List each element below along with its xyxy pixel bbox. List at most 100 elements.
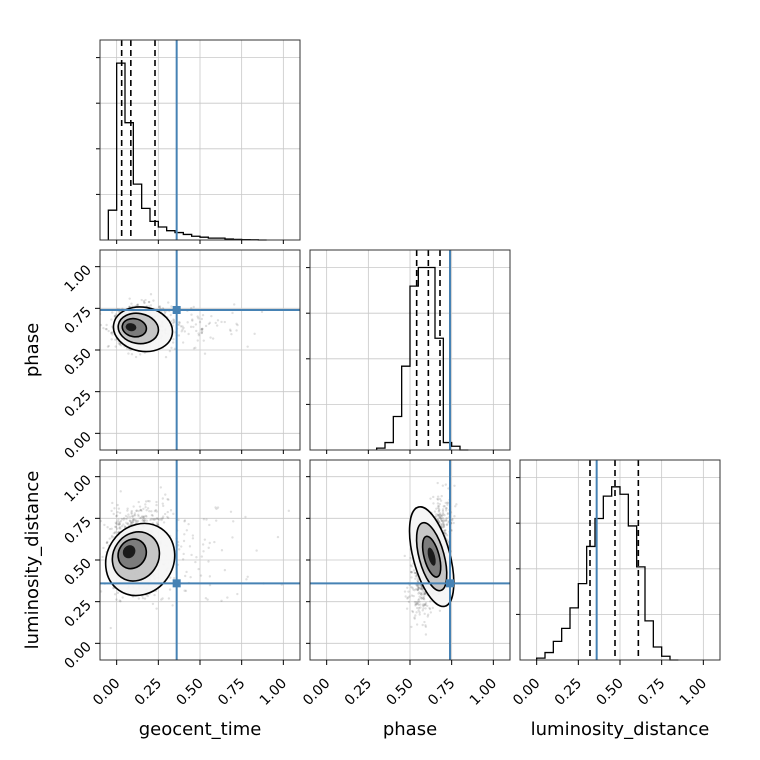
sample-point: [146, 594, 150, 598]
sample-point: [166, 510, 169, 514]
sample-point: [441, 484, 445, 487]
sample-point: [191, 318, 194, 321]
sample-point: [441, 521, 445, 525]
sample-point: [414, 602, 417, 606]
sample-point: [236, 323, 239, 327]
sample-point: [410, 565, 413, 568]
sample-point: [211, 337, 215, 340]
sample-point: [403, 590, 407, 593]
sample-point: [108, 537, 111, 540]
sample-point: [223, 568, 227, 572]
sample-point: [110, 509, 113, 513]
sample-point: [150, 517, 153, 521]
sample-point: [145, 519, 149, 522]
sample-point: [410, 576, 413, 579]
sample-point: [152, 518, 156, 521]
sample-point: [440, 514, 444, 517]
sample-point: [451, 519, 454, 522]
sample-point: [105, 541, 109, 545]
histogram-step-geocent_time: [107, 62, 267, 241]
sample-point: [188, 545, 192, 548]
sample-point: [161, 515, 165, 518]
sample-point: [208, 541, 211, 545]
sample-point: [121, 596, 124, 599]
sample-point: [158, 306, 161, 309]
sample-point: [413, 588, 416, 592]
sample-point: [143, 519, 146, 523]
sample-point: [416, 602, 419, 606]
x-tick-label: 1.00: [467, 676, 500, 709]
sample-point: [200, 317, 204, 321]
sample-point: [119, 600, 122, 603]
sample-point: [235, 329, 238, 332]
sample-point: [153, 518, 157, 521]
y-axis-label-phase: phase: [22, 323, 43, 377]
sample-point: [440, 519, 444, 523]
sample-point: [446, 523, 449, 526]
sample-point: [142, 299, 146, 303]
sample-point: [208, 575, 212, 578]
sample-point: [223, 320, 226, 324]
sample-point: [140, 515, 144, 518]
sample-point: [191, 534, 195, 537]
sample-point: [441, 523, 444, 526]
sample-point: [441, 516, 444, 520]
sample-point: [423, 612, 426, 616]
sample-points: [100, 293, 264, 359]
sample-point: [171, 341, 175, 344]
sample-point: [146, 499, 150, 503]
sample-point: [417, 599, 420, 602]
sample-point: [416, 585, 419, 588]
sample-point: [417, 587, 421, 590]
sample-point: [431, 606, 435, 610]
sample-point: [429, 600, 432, 603]
sample-point: [153, 593, 156, 597]
sample-point: [414, 603, 418, 606]
truth-marker: [172, 579, 181, 588]
sample-point: [102, 326, 105, 330]
sample-point: [145, 515, 148, 518]
sample-point: [210, 314, 213, 318]
sample-point: [446, 538, 449, 542]
sample-point: [420, 585, 423, 588]
sample-point: [117, 341, 121, 345]
sample-point: [422, 607, 425, 610]
x-tick-label: 0.50: [383, 676, 416, 709]
sample-point: [419, 587, 423, 590]
sample-point: [424, 633, 428, 636]
sample-point: [155, 503, 158, 507]
sample-point: [435, 507, 438, 510]
sample-point: [423, 592, 427, 596]
sample-point: [126, 509, 129, 512]
sample-point: [442, 523, 445, 527]
sample-point: [149, 304, 153, 307]
sample-point: [444, 483, 447, 486]
sample-point: [162, 521, 166, 524]
sample-point: [206, 598, 209, 601]
sample-point: [182, 552, 185, 556]
sample-point: [181, 328, 184, 331]
sample-point: [192, 347, 196, 350]
histogram-step-luminosity_distance: [536, 486, 679, 661]
sample-point: [413, 571, 417, 575]
sample-point: [409, 564, 413, 567]
sample-point: [436, 513, 440, 516]
sample-point: [143, 519, 146, 523]
sample-point: [172, 337, 175, 341]
sample-point: [442, 518, 445, 522]
sample-point: [428, 606, 431, 610]
sample-point: [230, 332, 233, 336]
sample-point: [107, 329, 110, 333]
sample-point: [183, 589, 186, 592]
sample-point: [143, 518, 147, 521]
sample-point: [189, 575, 192, 579]
sample-point: [183, 574, 187, 578]
sample-point: [169, 313, 172, 317]
sample-point: [445, 516, 448, 520]
sample-point: [419, 586, 423, 590]
sample-point: [443, 519, 446, 523]
sample-point: [132, 518, 135, 521]
sample-point: [444, 529, 447, 532]
sample-point: [246, 575, 249, 578]
sample-point: [123, 525, 127, 528]
